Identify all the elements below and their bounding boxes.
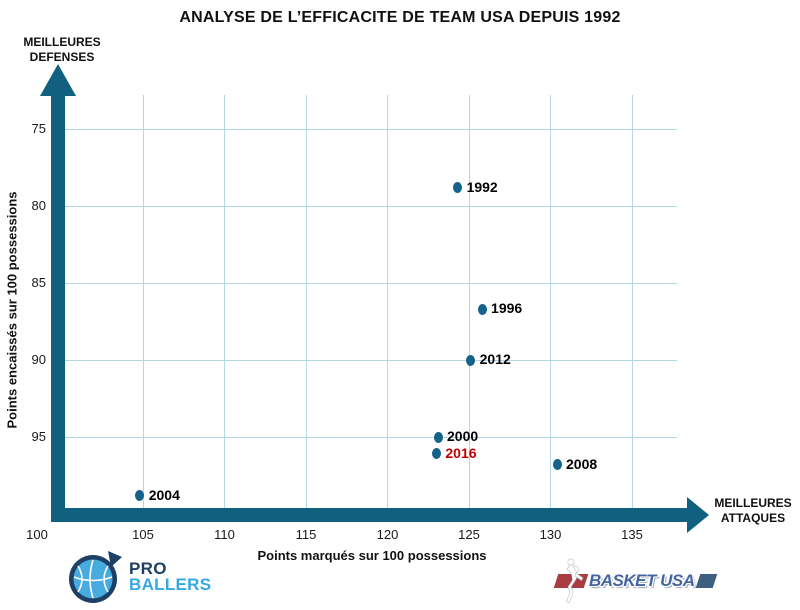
gridline-y-80 <box>65 205 677 207</box>
x-axis-line <box>51 508 687 522</box>
best-attacks-line2: ATTAQUES <box>720 511 786 525</box>
data-point-label-2012: 2012 <box>479 351 511 367</box>
data-point-2000 <box>433 431 443 443</box>
data-point-1992 <box>453 182 463 194</box>
y-tick-80: 80 <box>31 198 46 213</box>
x-tick-115: 115 <box>295 527 317 542</box>
best-defenses-line1: MEILLEURES <box>23 35 101 49</box>
gridline-y-85 <box>65 282 677 284</box>
x-tick-110: 110 <box>214 527 235 542</box>
data-point-2016 <box>431 448 441 460</box>
proballers-word-pro: PRO <box>129 559 167 578</box>
data-point-1996 <box>477 303 487 315</box>
best-defenses-label: MEILLEURES DEFENSES <box>12 35 112 65</box>
y-tick-85: 85 <box>31 275 46 290</box>
x-tick-125: 125 <box>458 527 480 542</box>
x-axis-title: Points marqués sur 100 possessions <box>257 548 487 563</box>
gridline-x-110 <box>224 95 225 508</box>
x-tick-120: 120 <box>376 527 399 542</box>
proballers-logo: PRO BALLERS <box>68 550 211 604</box>
basketusa-wordmark: BASKET USA <box>589 571 695 590</box>
data-point-label-2016: 2016 <box>445 444 477 461</box>
data-point-label-1996: 1996 <box>491 300 523 317</box>
proballers-wordmark: PRO BALLERS <box>129 559 212 594</box>
data-point-2008 <box>552 459 562 471</box>
best-defenses-line2: DEFENSES <box>29 50 95 64</box>
gridline-x-125 <box>468 95 470 508</box>
gridline-x-115 <box>305 95 307 508</box>
gridline-x-105 <box>142 95 144 508</box>
basketusa-blue-stripe <box>695 574 717 588</box>
data-point-label-2000: 2000 <box>447 428 479 444</box>
basketball-player-icon <box>566 558 584 604</box>
y-tick-75: 75 <box>31 121 46 136</box>
data-point-label-1992: 1992 <box>466 178 498 195</box>
y-axis-line <box>51 96 65 522</box>
x-tick-135: 135 <box>621 527 643 542</box>
x-tick-130: 130 <box>539 527 562 542</box>
basketusa-logo: BASKET USA <box>553 558 717 604</box>
y-axis-title: Points encaissés sur 100 possessions <box>4 191 20 429</box>
chart-title: ANALYSE DE L’EFFICACITE DE TEAM USA DEPU… <box>179 9 621 26</box>
data-point-2004 <box>135 490 145 502</box>
best-attacks-line1: MEILLEURES <box>714 496 792 510</box>
x-axis-arrowhead-icon <box>687 497 709 533</box>
y-tick-95: 95 <box>31 429 46 444</box>
gridline-x-135 <box>631 95 633 508</box>
x-tick-105: 105 <box>132 527 154 542</box>
data-point-label-2004: 2004 <box>148 486 180 503</box>
gridline-y-95 <box>65 436 677 438</box>
data-point-label-2008: 2008 <box>566 455 598 472</box>
gridline-y-90 <box>65 359 677 361</box>
best-attacks-label: MEILLEURES ATTAQUES <box>708 496 798 526</box>
basketball-bubble-icon <box>69 551 122 603</box>
x-tick-100: 100 <box>26 527 48 542</box>
y-tick-90: 90 <box>31 352 46 367</box>
gridline-x-120 <box>387 95 388 508</box>
gridline-x-130 <box>550 95 551 508</box>
gridline-y-75 <box>65 128 677 130</box>
y-axis-arrowhead-icon <box>40 64 76 96</box>
data-point-2012 <box>466 354 476 366</box>
proballers-word-ballers: BALLERS <box>129 575 212 594</box>
